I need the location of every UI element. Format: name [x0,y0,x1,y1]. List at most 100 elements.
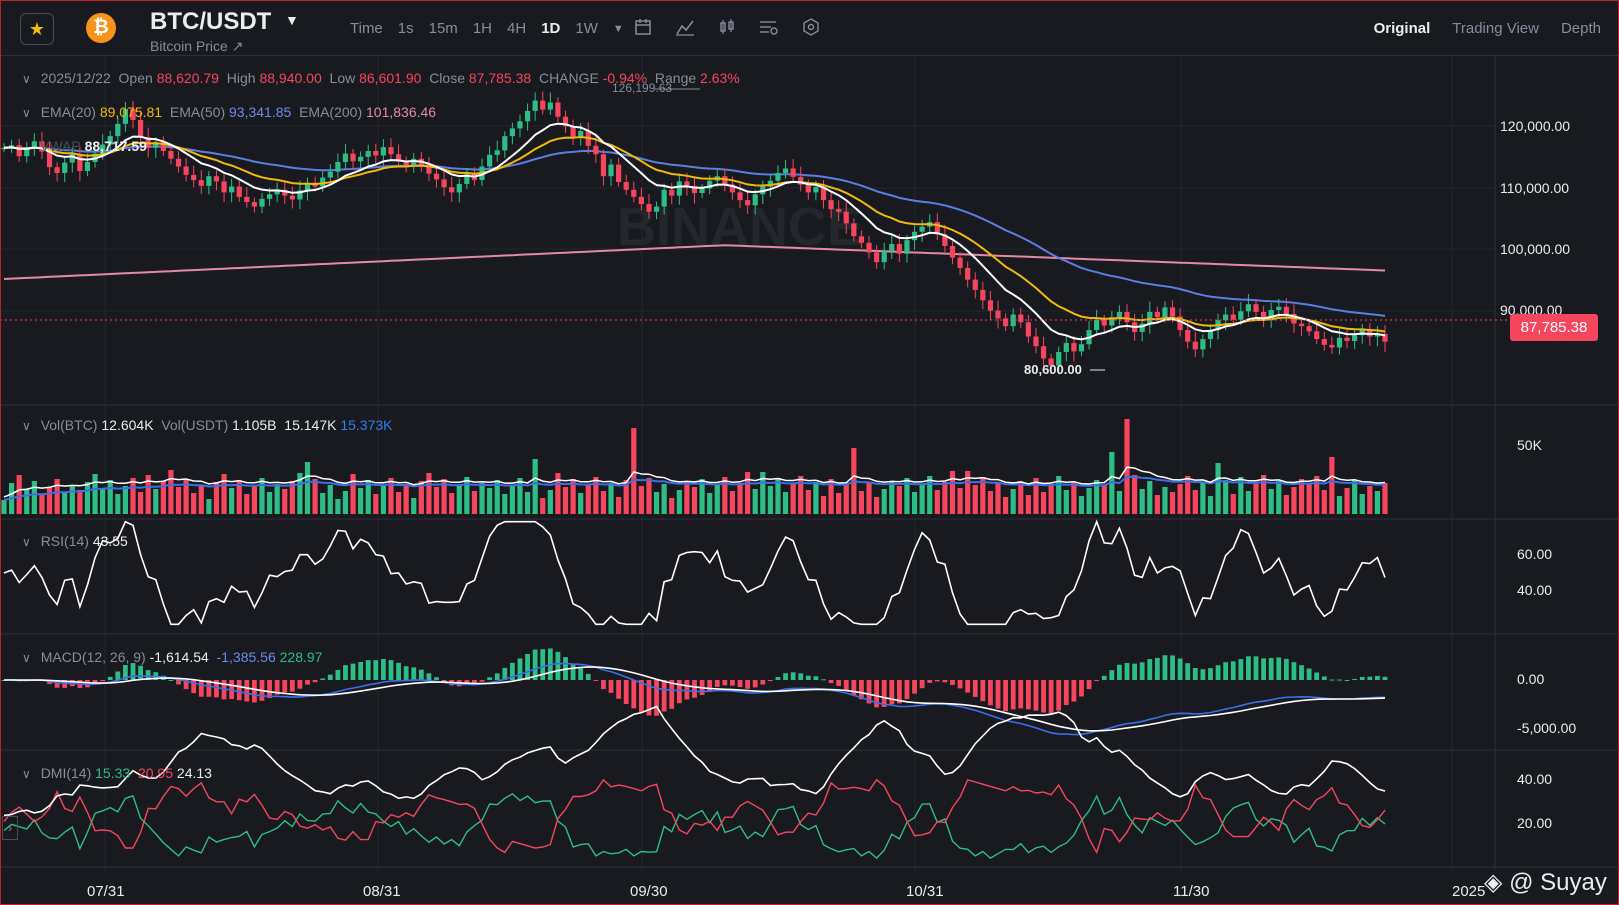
candle-body [949,246,956,258]
low-marker-label: 80,600.00 [1024,362,1082,377]
macd-histogram-bar [176,680,181,685]
volume-bar [388,478,394,514]
volume-bar [874,497,880,514]
calendar-icon[interactable] [622,18,664,40]
macd-histogram-bar [198,680,204,697]
volume-bar [676,490,682,514]
volume-bar [1344,488,1350,514]
candle-body [358,156,364,162]
symbol-title[interactable]: BTC/USDT [150,8,272,35]
macd-histogram-bar [373,660,379,680]
volume-bar [1268,489,1274,514]
candle-body [798,176,804,185]
collapse-chevron-icon[interactable]: ∨ [22,106,31,120]
interval-1w[interactable]: 1W [575,20,598,37]
volume-bar [653,492,660,514]
volume-bar [782,492,789,514]
collapse-chevron-icon[interactable]: ∨ [22,535,31,549]
volume-bar [244,494,250,514]
candle-body [1276,306,1282,310]
symbol-subtitle-link[interactable]: Bitcoin Price ↗ [150,38,244,54]
collapse-chevron-icon[interactable]: ∨ [22,651,31,665]
tab-trading-view[interactable]: Trading View [1452,20,1539,37]
candle-body [1329,344,1335,348]
tab-depth[interactable]: Depth [1560,20,1601,37]
macd-histogram-bar [1041,680,1046,713]
candle-body [1223,314,1229,321]
collapse-chevron-icon[interactable]: ∨ [22,767,31,781]
candle-body [669,189,675,196]
candle-body [600,154,607,177]
interval-1d[interactable]: 1D [541,20,561,37]
interval-1s[interactable]: 1s [397,20,414,37]
candle-body [881,251,887,263]
candle-body [828,200,834,210]
interval-1h[interactable]: 1H [472,20,492,37]
volume-bar [896,486,902,514]
candle-body [1321,339,1327,345]
macd-histogram-bar [1033,680,1039,711]
candle-body [767,180,773,187]
volume-bar [1374,491,1381,514]
volume-bar [775,478,781,514]
hexagon-settings-icon[interactable] [790,18,832,40]
volume-bar [600,491,607,514]
collapse-chevron-icon[interactable]: ∨ [22,72,31,86]
macd-histogram-bar [1261,658,1266,680]
macd-histogram-bar [1170,655,1175,680]
volume-bar [274,484,280,514]
candle-body [623,182,629,190]
candle-body [1382,333,1388,342]
volume-ma-white [3,466,1386,498]
chart-settings-icon[interactable] [748,18,790,40]
candle-body [46,151,53,168]
collapse-chevron-icon[interactable]: ∨ [22,419,31,433]
x-axis-label: 2025 [1452,883,1486,900]
interval-time[interactable]: Time [350,20,383,37]
macd-histogram-bar [472,680,477,685]
macd-histogram-bar [426,673,432,680]
expand-left-arrow-icon[interactable]: › [2,816,18,840]
interval-4h[interactable]: 4H [507,20,527,37]
candle-body [16,145,22,157]
candle-body [1344,337,1350,342]
interval-15m[interactable]: 15m [428,20,458,37]
volume-bar [418,481,424,514]
candle-body [729,184,736,193]
candle-body [39,141,45,152]
price-axis-label: 100,000.00 [1500,241,1571,257]
volume-bar [1147,481,1153,514]
macd-histogram-bar [138,665,143,680]
candle-body [775,172,781,181]
candle-body [175,158,182,167]
volume-bar [168,470,174,514]
candle-body [206,176,212,186]
macd-histogram-bar [464,680,470,685]
candle-body [1078,344,1085,352]
volume-bar [69,485,75,514]
high-marker-label: 126,199.63 [612,81,672,95]
volume-bar [547,490,553,514]
favorite-star-icon[interactable]: ★ [20,13,54,45]
volume-bar [972,485,978,514]
macd-histogram-bar [692,680,697,698]
candle-body [1003,318,1009,327]
volume-bar [691,487,698,514]
volume-bar [593,477,599,514]
candle-body [1374,333,1381,337]
candle-style-icon[interactable] [706,18,748,40]
macd-histogram-bar [191,680,197,694]
interval-more-icon[interactable]: ▼ [612,23,624,35]
tab-original[interactable]: Original [1373,20,1431,37]
macd-histogram-bar [1025,680,1031,710]
candle-body [183,166,189,175]
symbol-dropdown-icon[interactable]: ▼ [285,12,299,28]
dmi-axis-label: 20.00 [1517,815,1553,831]
volume-bar [980,477,986,514]
macd-histogram-bar [1124,663,1130,680]
macd-panel [1,648,1388,736]
volume-bar [828,479,834,514]
volume-bar [229,488,235,514]
indicator-chart-icon[interactable] [664,18,706,40]
